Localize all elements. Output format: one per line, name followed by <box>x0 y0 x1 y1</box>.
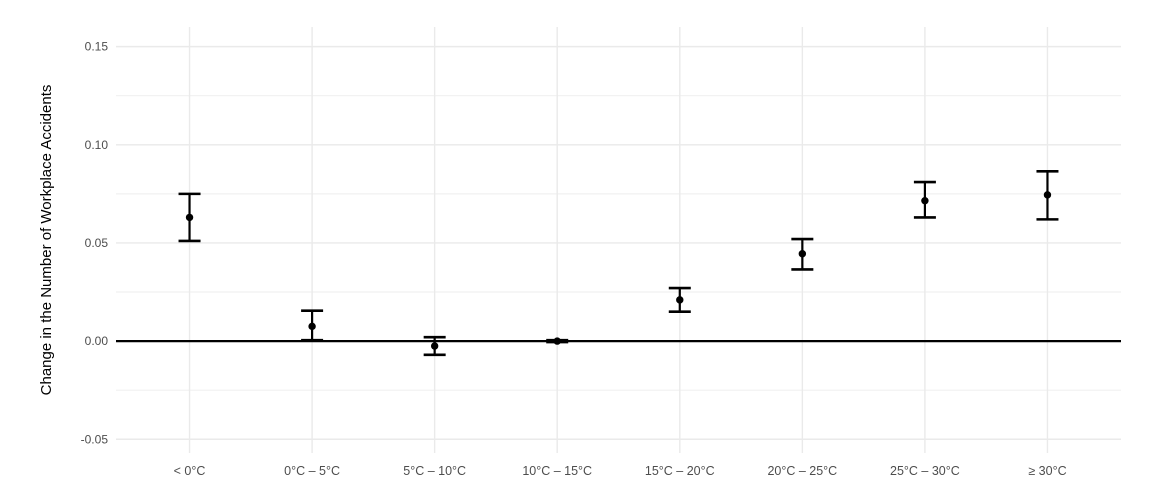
x-tick-label: 25°C – 30°C <box>890 464 960 478</box>
x-tick-label: ≥ 30°C <box>1028 464 1066 478</box>
x-tick-label: 20°C – 25°C <box>767 464 837 478</box>
x-tick-label: 15°C – 20°C <box>645 464 715 478</box>
y-tick-label: -0.05 <box>81 432 109 446</box>
x-tick-label: < 0°C <box>174 464 206 478</box>
y-tick-label: 0.05 <box>85 236 109 250</box>
point-dot <box>676 296 684 304</box>
point-dot <box>430 342 439 350</box>
x-tick-label: 0°C – 5°C <box>284 464 340 478</box>
point-dot <box>553 337 561 345</box>
point-dot <box>185 213 194 222</box>
point-dot <box>308 322 316 331</box>
point-dot <box>1043 191 1052 199</box>
x-tick-label: 5°C – 10°C <box>403 464 466 478</box>
point-dot <box>921 197 929 205</box>
y-axis-title: Change in the Number of Workplace Accide… <box>38 85 55 396</box>
y-tick-label: 0.15 <box>85 40 109 54</box>
point-dot <box>798 250 807 258</box>
y-tick-label: 0.10 <box>85 138 109 152</box>
y-tick-label: 0.00 <box>85 334 109 348</box>
x-tick-label: 10°C – 15°C <box>522 464 592 478</box>
